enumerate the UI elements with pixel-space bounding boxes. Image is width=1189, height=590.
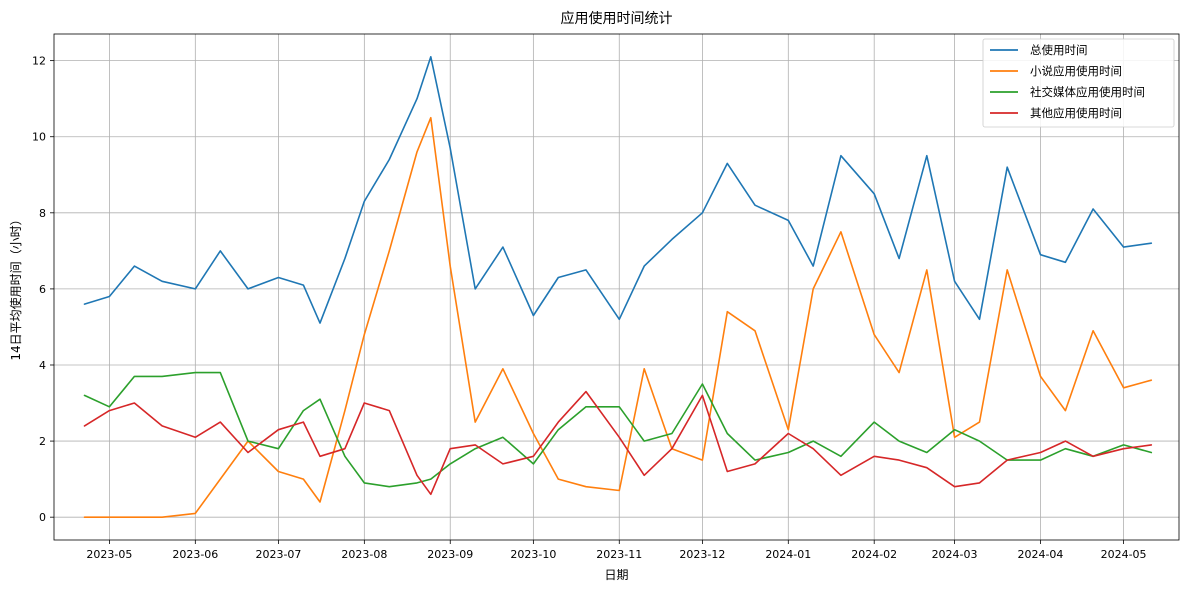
x-tick-label: 2023-09 <box>427 548 473 561</box>
x-axis-label: 日期 <box>604 568 628 582</box>
y-tick-label: 12 <box>32 55 46 68</box>
legend-label: 小说应用使用时间 <box>1030 64 1122 78</box>
x-tick-label: 2023-11 <box>596 548 642 561</box>
x-tick-label: 2023-05 <box>86 548 132 561</box>
x-tick-label: 2024-05 <box>1101 548 1147 561</box>
legend-box <box>982 38 1175 128</box>
series-layer <box>83 55 1153 519</box>
x-tick-label: 2024-03 <box>932 548 978 561</box>
series-line-2 <box>83 116 1153 519</box>
x-tick-label: 2023-12 <box>679 548 725 561</box>
x-tick-label: 2023-06 <box>172 548 218 561</box>
y-tick-label: 8 <box>39 207 46 220</box>
chart-title: 应用使用时间统计 <box>561 10 673 27</box>
y-tick-label: 10 <box>32 131 46 144</box>
plot-frame <box>53 33 1180 541</box>
series-line-1 <box>83 55 1153 324</box>
y-tick-label: 2 <box>39 435 46 448</box>
legend-label: 总使用时间 <box>1030 43 1088 57</box>
legend-label: 社交媒体应用使用时间 <box>1030 85 1145 99</box>
x-tick-label: 2023-10 <box>510 548 556 561</box>
x-tick-label: 2023-07 <box>255 548 301 561</box>
legend-label: 其他应用使用时间 <box>1030 106 1122 120</box>
y-axis-label: 14日平均使用时间（小时） <box>8 213 23 360</box>
x-tick-label: 2024-04 <box>1017 548 1063 561</box>
x-tick-label: 2024-02 <box>851 548 897 561</box>
x-tick-label: 2023-08 <box>341 548 387 561</box>
y-tick-label: 6 <box>39 283 46 296</box>
y-tick-label: 0 <box>39 511 46 524</box>
y-tick-label: 4 <box>39 359 46 372</box>
x-tick-label: 2024-01 <box>765 548 811 561</box>
series-line-3 <box>83 371 1153 488</box>
series-line-4 <box>83 390 1153 496</box>
axis-ticks: 2023-05 2023-06 2023-07 2023-08 2023-09 2023-… <box>32 55 1147 561</box>
